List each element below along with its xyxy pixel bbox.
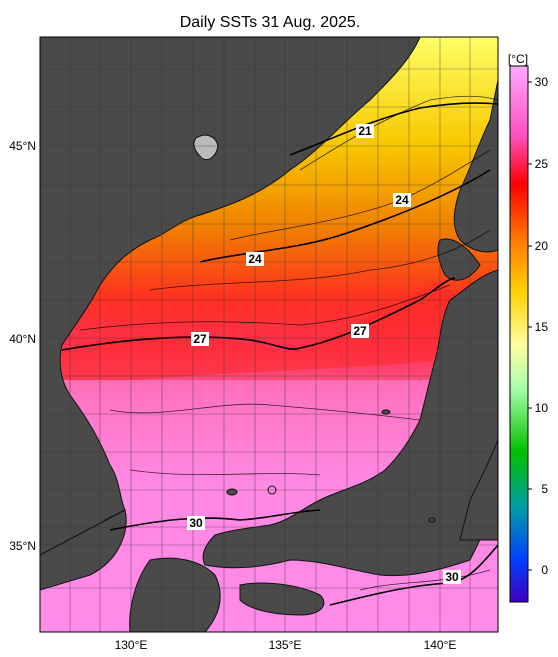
lon-label-135: 135°E <box>269 638 302 652</box>
colorbar-tick-0: 0 <box>541 563 548 577</box>
graticule <box>40 37 498 632</box>
contour-label-30a: 30 <box>189 516 203 530</box>
map-frame <box>39 36 499 633</box>
colorbar: [°C] 30 25 20 15 10 5 0 <box>508 52 549 603</box>
colorbar-tick-5: 5 <box>541 482 548 496</box>
colorbar-tick-20: 20 <box>535 239 549 253</box>
colorbar-tick-30: 30 <box>535 75 549 89</box>
colorbar-unit: [°C] <box>508 52 528 66</box>
colorbar-tick-10: 10 <box>535 401 549 415</box>
lat-label-45: 45°N <box>9 139 36 153</box>
colorbar-tick-15: 15 <box>535 320 549 334</box>
contour-labels: 21 24 24 27 27 30 30 <box>187 124 461 584</box>
land-continent <box>40 37 421 556</box>
lon-label-140: 140°E <box>424 638 457 652</box>
contour-label-24a: 24 <box>395 193 409 207</box>
map-title: Daily SSTs 31 Aug. 2025. <box>179 14 361 31</box>
lat-label-35: 35°N <box>9 539 36 553</box>
contour-label-30b: 30 <box>445 570 459 584</box>
contour-label-21: 21 <box>358 124 372 138</box>
land-hokkaido <box>453 79 498 253</box>
land-kyushu <box>129 557 221 632</box>
island-ulleung <box>193 134 219 161</box>
contour-label-27a: 27 <box>193 332 207 346</box>
lat-label-40: 40°N <box>9 332 36 346</box>
contour-label-27b: 27 <box>353 324 367 338</box>
contour-label-24b: 24 <box>248 252 262 266</box>
colorbar-scale <box>509 65 529 603</box>
land-honshu <box>202 269 498 577</box>
lon-label-130: 130°E <box>115 638 148 652</box>
colorbar-tick-25: 25 <box>535 157 549 171</box>
